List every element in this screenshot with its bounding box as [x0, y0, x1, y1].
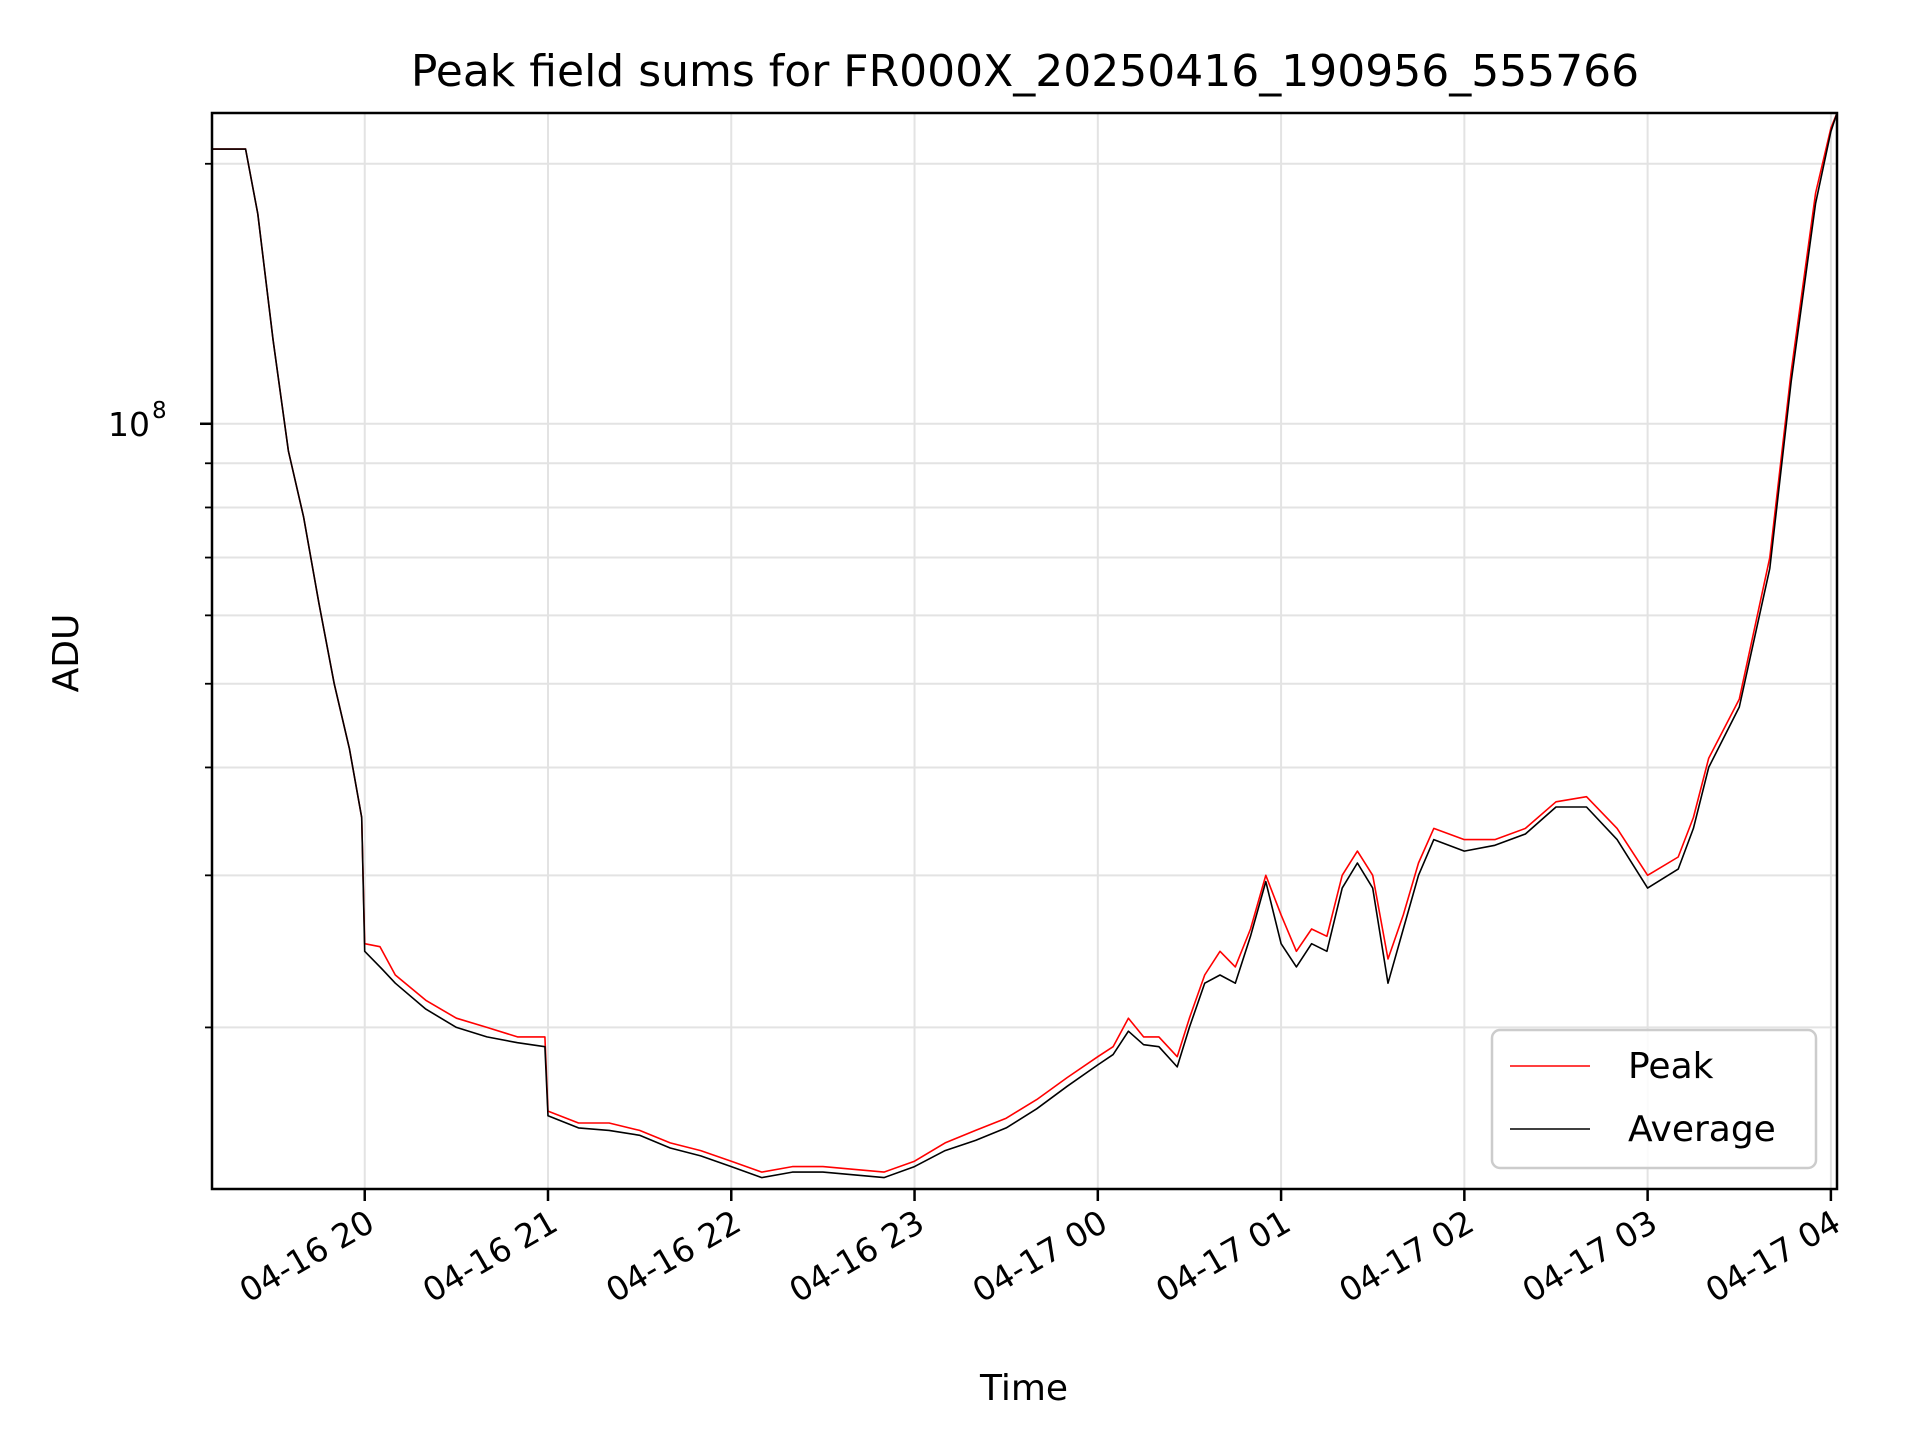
legend-box [1490, 1028, 1818, 1170]
legend-label-peak: Peak [1628, 1046, 1714, 1087]
plot-frame [210, 111, 1839, 1191]
series-line-peak [212, 112, 1838, 1173]
y-axis-label: ADU [46, 614, 87, 693]
y-axis-ticks: 10 8 [108, 162, 212, 1029]
y-tick-label: 10 [108, 405, 150, 444]
legend: Peak Average [1490, 1028, 1818, 1170]
x-axis-label: Time [979, 1368, 1068, 1409]
grid-lines [212, 113, 1837, 1189]
series-lines [212, 112, 1838, 1179]
y-tick-label-exponent: 8 [152, 398, 167, 424]
chart-title: Peak field sums for FR000X_20250416_1909… [411, 46, 1639, 97]
legend-label-average: Average [1628, 1109, 1776, 1150]
series-line-average [212, 112, 1838, 1179]
